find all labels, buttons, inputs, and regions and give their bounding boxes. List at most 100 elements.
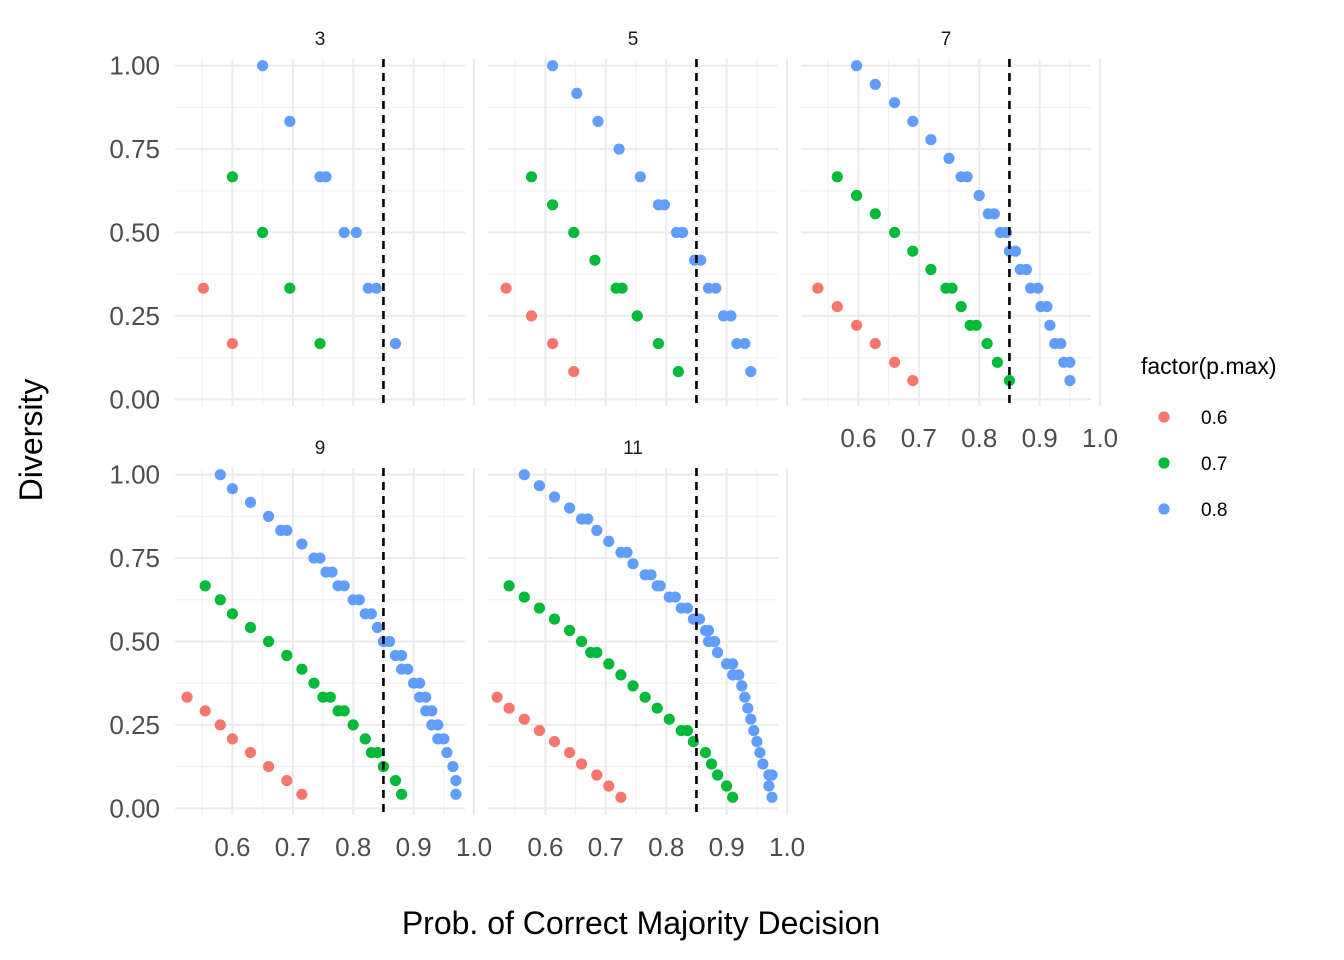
data-point-p0.6 (226, 338, 238, 350)
facet-strip-label: 11 (623, 438, 643, 459)
data-point-p0.7 (518, 591, 530, 603)
x-tick-label: 0.6 (527, 832, 563, 862)
data-point-p0.8 (669, 591, 681, 603)
legend-key-p0.8 (1158, 503, 1170, 515)
data-point-p0.8 (693, 613, 706, 625)
data-point-p0.7 (712, 769, 724, 781)
data-point-p0.7 (663, 713, 675, 725)
data-point-p0.7 (244, 621, 257, 634)
data-point-p0.8 (1041, 301, 1053, 313)
data-point-p0.8 (766, 791, 778, 803)
facet-strip-label: 3 (315, 29, 326, 50)
data-point-p0.7 (389, 775, 402, 787)
data-point-p0.7 (615, 669, 627, 681)
data-point-p0.7 (831, 171, 843, 183)
data-point-p0.7 (503, 580, 515, 592)
data-point-p0.8 (432, 719, 444, 731)
data-point-p0.8 (943, 152, 955, 164)
data-point-p0.7 (727, 791, 739, 803)
data-point-p0.8 (383, 635, 396, 648)
data-point-p0.8 (257, 60, 269, 72)
data-point-p0.7 (226, 608, 238, 620)
data-point-p0.6 (518, 713, 530, 725)
facet-strip-label: 7 (941, 29, 952, 50)
data-point-p0.6 (491, 691, 503, 703)
data-point-p0.7 (651, 702, 663, 714)
data-point-p0.8 (426, 705, 438, 717)
data-point-p0.8 (748, 725, 760, 737)
y-tick-label: 0.25 (109, 710, 160, 740)
data-point-p0.6 (564, 747, 576, 759)
panel-5: 5 (488, 29, 789, 406)
data-point-p0.7 (548, 613, 561, 625)
legend-label-p0.7: 0.7 (1201, 454, 1227, 475)
data-point-p0.6 (181, 691, 193, 703)
data-point-p0.8 (414, 677, 426, 689)
panel-7: 7 0.6 0.7 0.8 0.9 1.0 (801, 29, 1118, 453)
data-point-p0.6 (547, 338, 559, 350)
y-tick-label: 0.75 (109, 543, 160, 573)
data-point-p0.8 (733, 669, 745, 681)
data-point-p0.8 (571, 87, 583, 99)
data-point-p0.8 (365, 608, 377, 620)
data-point-p0.8 (438, 733, 450, 745)
data-point-p0.8 (745, 713, 757, 725)
legend-label-p0.6: 0.6 (1201, 408, 1227, 429)
data-point-p0.8 (353, 594, 365, 606)
data-point-p0.8 (263, 510, 275, 522)
data-point-p0.7 (396, 788, 408, 800)
legend-key-p0.6 (1158, 411, 1170, 423)
legend: factor(p.max) 0.6 0.7 0.8 (1141, 353, 1276, 521)
data-point-p0.7 (907, 245, 919, 257)
data-point-p0.7 (568, 226, 580, 239)
y-tick-label: 1.00 (109, 460, 160, 490)
data-point-p0.7 (564, 624, 576, 637)
data-point-p0.7 (705, 758, 718, 770)
data-point-p0.7 (1003, 375, 1016, 387)
data-point-p0.7 (869, 208, 881, 220)
data-point-p0.8 (681, 602, 694, 614)
data-point-p0.7 (616, 282, 628, 294)
x-tick-label: 0.9 (1022, 423, 1058, 453)
data-point-p0.6 (568, 366, 580, 378)
panel-3: 3 0.00 0.25 0.50 0.75 1.00 (109, 29, 476, 414)
x-tick-label: 0.6 (214, 832, 250, 862)
panel-11: 11 0.6 0.7 0.8 0.9 1.0 (488, 438, 805, 862)
data-point-p0.7 (263, 635, 275, 648)
x-tick-label: 0.7 (588, 832, 624, 862)
data-point-p0.6 (907, 375, 919, 387)
data-point-p0.7 (672, 366, 684, 378)
data-point-p0.7 (721, 780, 733, 792)
data-point-p0.8 (634, 171, 646, 183)
data-point-p0.8 (745, 366, 757, 378)
data-point-p0.8 (627, 558, 639, 570)
y-tick-label: 0.25 (109, 301, 160, 331)
data-point-p0.8 (613, 143, 625, 155)
data-point-p0.8 (869, 78, 881, 90)
data-point-p0.8 (214, 469, 226, 481)
data-point-p0.8 (739, 691, 751, 703)
data-point-p0.8 (582, 513, 594, 525)
data-point-p0.8 (314, 552, 326, 564)
data-point-p0.7 (981, 338, 993, 350)
data-point-p0.8 (447, 761, 459, 773)
data-point-p0.7 (533, 602, 546, 614)
data-point-p0.7 (281, 649, 293, 662)
data-point-p0.8 (751, 736, 763, 748)
data-point-p0.8 (533, 480, 546, 492)
data-point-p0.8 (441, 747, 453, 759)
data-point-p0.6 (851, 319, 863, 331)
data-point-p0.8 (402, 663, 414, 675)
data-point-p0.8 (710, 282, 722, 294)
data-point-p0.8 (742, 702, 754, 714)
data-point-p0.8 (326, 566, 338, 578)
x-tick-label: 1.0 (456, 832, 492, 862)
data-point-p0.8 (739, 338, 751, 350)
data-point-p0.7 (347, 719, 359, 731)
data-point-p0.8 (907, 115, 919, 127)
data-point-p0.8 (727, 658, 739, 670)
data-point-p0.7 (631, 310, 643, 322)
facet-strip-label: 9 (315, 438, 326, 459)
data-point-p0.8 (350, 226, 362, 239)
data-point-p0.7 (284, 282, 296, 294)
